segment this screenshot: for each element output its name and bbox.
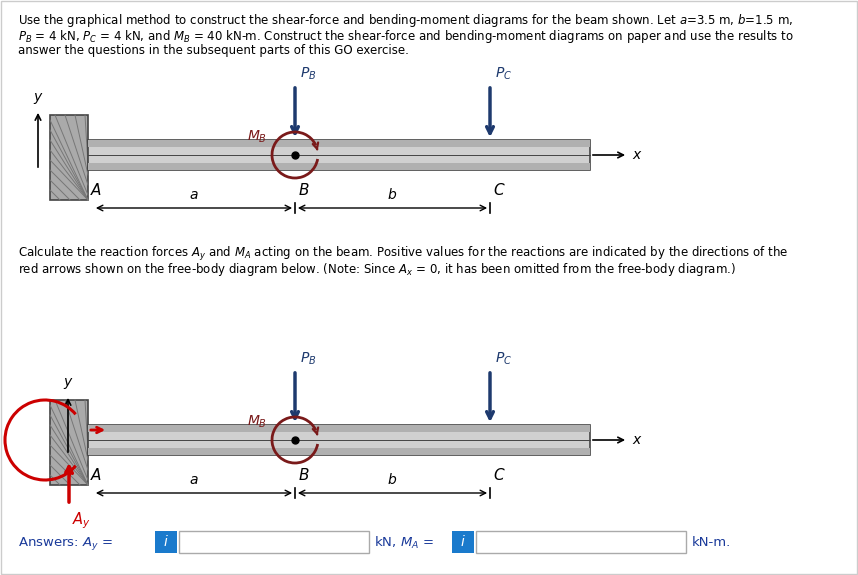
Bar xyxy=(155,531,177,553)
Text: $P_B$: $P_B$ xyxy=(300,351,317,367)
Text: $M_B$: $M_B$ xyxy=(247,129,267,145)
Text: Calculate the reaction forces $A_y$ and $M_A$ acting on the beam. Positive value: Calculate the reaction forces $A_y$ and … xyxy=(18,245,789,263)
Text: $b$: $b$ xyxy=(387,187,397,202)
Text: $A$: $A$ xyxy=(90,182,102,198)
Text: $y$: $y$ xyxy=(63,376,74,391)
Bar xyxy=(452,531,474,553)
Text: $A$: $A$ xyxy=(90,467,102,483)
Text: answer the questions in the subsequent parts of this GO exercise.: answer the questions in the subsequent p… xyxy=(18,44,409,57)
Bar xyxy=(88,140,590,170)
Bar xyxy=(476,531,686,553)
Bar xyxy=(50,115,88,200)
Text: red arrows shown on the free-body diagram below. (Note: Since $A_x$ = 0, it has : red arrows shown on the free-body diagra… xyxy=(18,261,736,278)
Text: $B$: $B$ xyxy=(298,182,310,198)
Bar xyxy=(88,140,590,147)
Bar xyxy=(88,425,590,455)
Text: kN, $M_A$ =: kN, $M_A$ = xyxy=(374,535,434,551)
Text: $P_B$ = 4 kN, $P_C$ = 4 kN, and $M_B$ = 40 kN-m. Construct the shear-force and b: $P_B$ = 4 kN, $P_C$ = 4 kN, and $M_B$ = … xyxy=(18,28,794,45)
Text: $C$: $C$ xyxy=(493,467,505,483)
Text: $b$: $b$ xyxy=(387,472,397,487)
Text: $x$: $x$ xyxy=(632,148,643,162)
Text: $C$: $C$ xyxy=(493,182,505,198)
Text: $y$: $y$ xyxy=(33,91,44,106)
Text: $B$: $B$ xyxy=(298,467,310,483)
Text: $i$: $i$ xyxy=(460,535,466,550)
Text: $A_y$: $A_y$ xyxy=(72,510,91,531)
Text: kN-m.: kN-m. xyxy=(692,536,731,550)
Text: $P_C$: $P_C$ xyxy=(495,66,512,82)
Bar xyxy=(88,448,590,455)
Bar xyxy=(179,531,369,553)
Bar xyxy=(88,163,590,170)
Text: $M_B$: $M_B$ xyxy=(247,414,267,430)
Text: $P_B$: $P_B$ xyxy=(300,66,317,82)
Bar xyxy=(88,425,590,432)
Text: $i$: $i$ xyxy=(163,535,169,550)
Text: Answers: $A_y$ =: Answers: $A_y$ = xyxy=(18,535,113,551)
Text: $a$: $a$ xyxy=(190,473,199,487)
Text: $x$: $x$ xyxy=(632,433,643,447)
Text: $a$: $a$ xyxy=(190,188,199,202)
Text: $P_C$: $P_C$ xyxy=(495,351,512,367)
Bar xyxy=(50,400,88,485)
Text: Use the graphical method to construct the shear-force and bending-moment diagram: Use the graphical method to construct th… xyxy=(18,12,793,29)
